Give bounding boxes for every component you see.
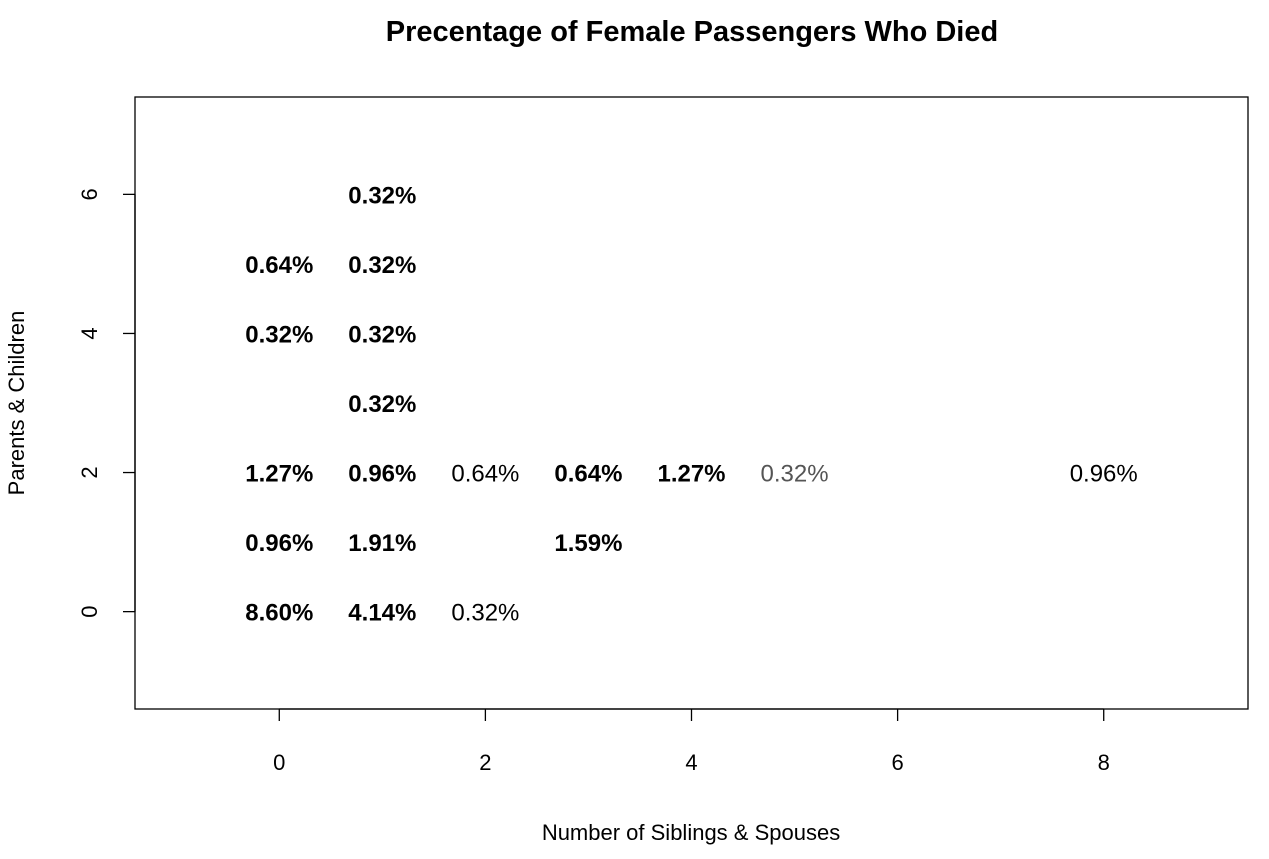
data-points: 0.32% 0.64% 0.32% 0.32% 0.32% 0.32% 1.27% 0.96%… (245, 182, 1138, 626)
data-point-label: 0.32% (451, 600, 519, 627)
x-tick-label: 8 (1098, 750, 1110, 775)
data-point-label: 1.59% (554, 530, 622, 557)
x-tick-label: 4 (685, 750, 697, 775)
data-point-label: 0.32% (348, 182, 416, 209)
data-point-label: 0.32% (245, 321, 313, 348)
data-point-label: 8.60% (245, 600, 313, 627)
x-axis: 0 2 4 6 8 (273, 708, 1110, 775)
data-point-label: 0.96% (245, 530, 313, 557)
data-point-label: 0.32% (761, 461, 829, 488)
y-tick-label: 0 (77, 606, 102, 618)
y-tick-label: 6 (77, 188, 102, 200)
data-point-label: 0.64% (554, 461, 622, 488)
y-axis-label: Parents & Children (4, 311, 29, 496)
x-tick-label: 6 (891, 750, 903, 775)
y-tick-label: 4 (77, 327, 102, 339)
x-tick-label: 2 (479, 750, 491, 775)
data-point-label: 0.96% (1070, 461, 1138, 488)
data-point-label: 1.91% (348, 530, 416, 557)
data-point-label: 0.32% (348, 321, 416, 348)
data-point-label: 0.32% (348, 391, 416, 418)
data-point-label: 0.64% (451, 461, 519, 488)
chart-title: Precentage of Female Passengers Who Died (386, 16, 998, 48)
x-axis-label: Number of Siblings & Spouses (542, 820, 840, 845)
y-axis: 0 2 4 6 (77, 188, 136, 618)
y-tick-label: 2 (77, 466, 102, 478)
data-point-label: 0.32% (348, 252, 416, 279)
data-point-label: 1.27% (245, 461, 313, 488)
data-point-label: 0.64% (245, 252, 313, 279)
data-point-label: 4.14% (348, 600, 416, 627)
data-point-label: 0.96% (348, 461, 416, 488)
data-point-label: 1.27% (657, 461, 725, 488)
x-tick-label: 0 (273, 750, 285, 775)
